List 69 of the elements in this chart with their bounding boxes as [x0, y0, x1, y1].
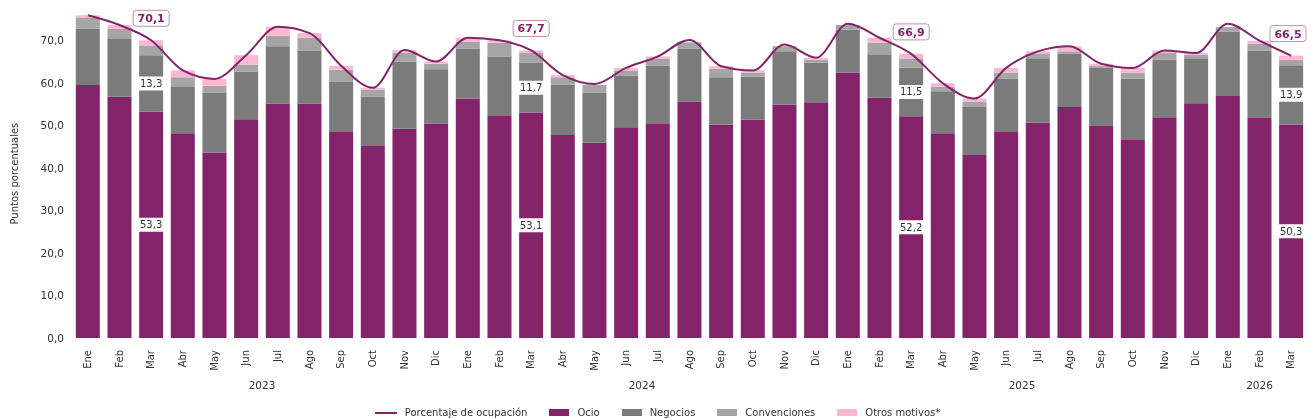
y-tick-label: 70,0: [40, 34, 64, 47]
x-tick-label: Mar: [905, 349, 917, 369]
x-tick-label: Sep: [1095, 350, 1107, 369]
x-tick-label: May: [588, 349, 600, 371]
y-tick-label: 0,0: [47, 331, 64, 344]
x-tick-label: Ago: [303, 350, 315, 370]
x-tick-label: Feb: [1253, 350, 1265, 368]
x-tick-label: Sep: [715, 350, 727, 369]
y-tick-label: 20,0: [40, 246, 64, 259]
data-label: 50,3: [1280, 225, 1303, 237]
y-axis-title: Puntos porcentuales: [8, 122, 20, 225]
x-tick-label: Mar: [525, 349, 537, 369]
x-tick-label: Feb: [873, 350, 885, 368]
legend-label: Otros motivos*: [865, 407, 941, 418]
x-tick-label: Nov: [398, 349, 410, 370]
x-tick-label: Dic: [1190, 350, 1202, 366]
x-tick-label: Abr: [556, 349, 568, 368]
x-tick-label: Jun: [240, 350, 252, 367]
x-tick-label: Oct: [1126, 349, 1138, 368]
x-tick-label: Jul: [651, 350, 663, 364]
data-label: 66,9: [897, 25, 925, 39]
x-tick-label: Feb: [493, 350, 505, 368]
text: 2025: [1007, 379, 1037, 391]
x-tick-label: Nov: [1158, 349, 1170, 370]
x-tick-label: Feb: [113, 350, 125, 368]
data-label: 70,1: [137, 12, 165, 26]
legend-label: Ocio: [577, 407, 600, 418]
y-tick-label: 60,0: [40, 76, 64, 89]
y-tick-label: 30,0: [40, 204, 64, 217]
x-tick-label: Jul: [271, 350, 283, 364]
data-label: 13,9: [1280, 89, 1303, 101]
x-tick-label: Dic: [430, 350, 442, 366]
data-label: 67,7: [517, 22, 545, 36]
x-tick-label: Ene: [841, 350, 853, 369]
legend-label: Convenciones: [745, 407, 816, 418]
data-label: 53,1: [520, 219, 543, 231]
x-tick-label: Ago: [1063, 350, 1075, 370]
x-tick-label: Mar: [145, 349, 157, 369]
data-label: 13,3: [140, 77, 163, 89]
legend-label: Porcentaje de ocupación: [404, 407, 528, 418]
text: 2023: [247, 379, 277, 391]
x-tick-label: May: [208, 349, 220, 371]
y-tick-label: 10,0: [40, 289, 64, 302]
x-tick-label: Oct: [746, 349, 758, 368]
x-tick-label: Ene: [1221, 350, 1233, 369]
data-label: 66,5: [1274, 27, 1302, 41]
x-tick-label: Abr: [936, 349, 948, 368]
x-tick-label: Oct: [366, 349, 378, 368]
x-tick-label: Ene: [81, 350, 93, 369]
x-tick-label: Ene: [461, 350, 473, 369]
x-tick-label: Nov: [778, 349, 790, 370]
x-tick-label: Dic: [810, 350, 822, 366]
x-tick-label: Ago: [683, 350, 695, 370]
x-tick-label: Sep: [335, 350, 347, 369]
data-label: 11,5: [900, 86, 923, 98]
y-tick-label: 50,0: [40, 119, 64, 132]
x-tick-label: Jun: [1000, 350, 1012, 367]
y-tick-label: 40,0: [40, 161, 64, 174]
text: 2024: [627, 379, 657, 391]
data-label: 52,2: [900, 221, 923, 233]
x-tick-label: Jul: [1031, 350, 1043, 364]
x-tick-label: Jun: [620, 350, 632, 367]
x-tick-label: Abr: [176, 349, 188, 368]
data-label: 11,7: [520, 82, 543, 94]
x-tick-label: May: [968, 349, 980, 371]
data-label: 53,3: [140, 219, 163, 231]
x-tick-label: Mar: [1285, 349, 1297, 369]
text: 2026: [1245, 379, 1274, 391]
legend-label: Negocios: [649, 407, 696, 418]
